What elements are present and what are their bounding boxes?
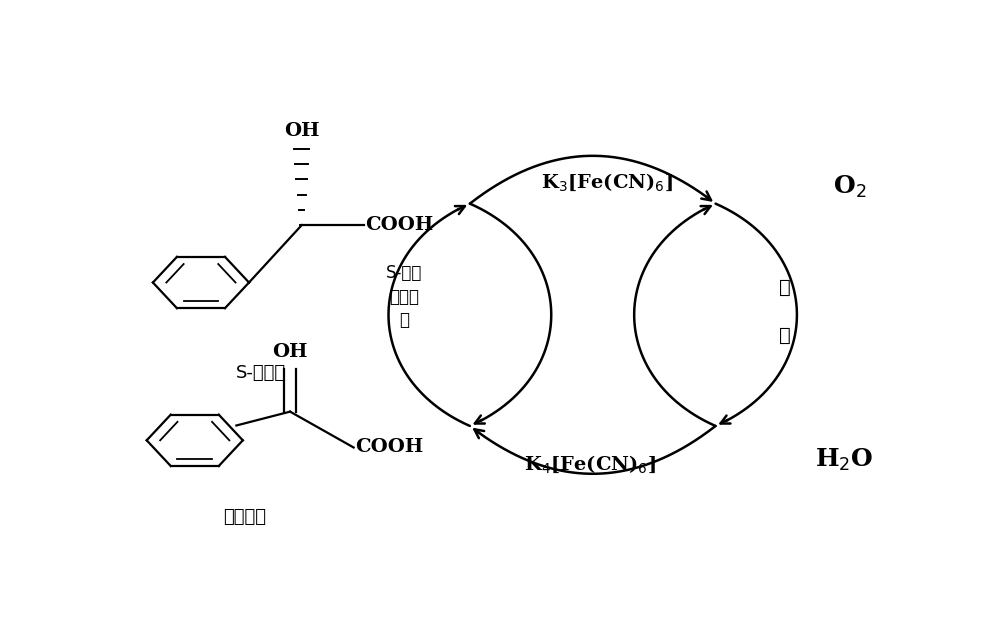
Text: K$_4$[Fe(CN)$_6$]: K$_4$[Fe(CN)$_6$] — [524, 453, 656, 475]
Text: 漆: 漆 — [779, 278, 791, 297]
Text: K$_3$[Fe(CN)$_6$]: K$_3$[Fe(CN)$_6$] — [541, 171, 673, 193]
Text: S-扁桃酸: S-扁桃酸 — [236, 365, 286, 383]
Text: 苯乙酮酸: 苯乙酮酸 — [224, 508, 267, 526]
Text: 酶: 酶 — [779, 325, 791, 345]
Text: H$_2$O: H$_2$O — [815, 446, 873, 473]
Text: S-扁桃
酸脱氢
酶: S-扁桃 酸脱氢 酶 — [386, 265, 422, 330]
Text: OH: OH — [284, 122, 319, 140]
Text: O$_2$: O$_2$ — [833, 174, 866, 200]
Text: COOH: COOH — [355, 438, 423, 456]
Text: OH: OH — [272, 343, 308, 361]
Text: COOH: COOH — [365, 216, 434, 234]
